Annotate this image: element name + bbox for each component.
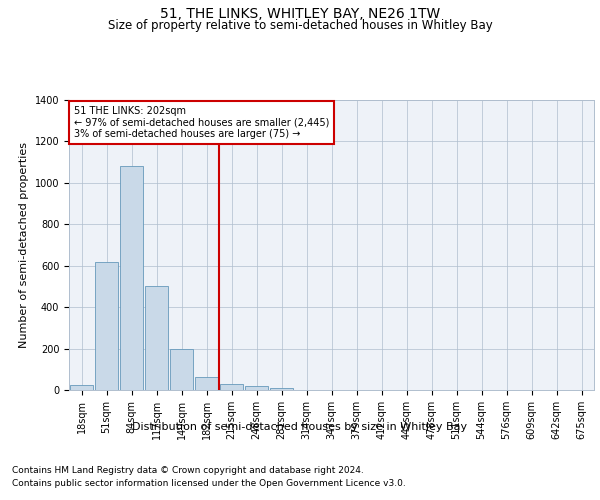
Bar bbox=[95, 262, 118, 390]
Text: Size of property relative to semi-detached houses in Whitley Bay: Size of property relative to semi-detach… bbox=[107, 19, 493, 32]
Text: Contains HM Land Registry data © Crown copyright and database right 2024.: Contains HM Land Registry data © Crown c… bbox=[12, 466, 364, 475]
Bar bbox=[270, 388, 293, 390]
Bar bbox=[70, 385, 93, 390]
Bar bbox=[220, 384, 243, 390]
Text: 51, THE LINKS, WHITLEY BAY, NE26 1TW: 51, THE LINKS, WHITLEY BAY, NE26 1TW bbox=[160, 8, 440, 22]
Bar bbox=[195, 376, 218, 390]
Text: Distribution of semi-detached houses by size in Whitley Bay: Distribution of semi-detached houses by … bbox=[133, 422, 467, 432]
Text: Contains public sector information licensed under the Open Government Licence v3: Contains public sector information licen… bbox=[12, 479, 406, 488]
Text: 51 THE LINKS: 202sqm
← 97% of semi-detached houses are smaller (2,445)
3% of sem: 51 THE LINKS: 202sqm ← 97% of semi-detac… bbox=[74, 106, 329, 139]
Y-axis label: Number of semi-detached properties: Number of semi-detached properties bbox=[19, 142, 29, 348]
Bar bbox=[120, 166, 143, 390]
Bar bbox=[245, 386, 268, 390]
Bar bbox=[145, 286, 168, 390]
Bar bbox=[170, 348, 193, 390]
